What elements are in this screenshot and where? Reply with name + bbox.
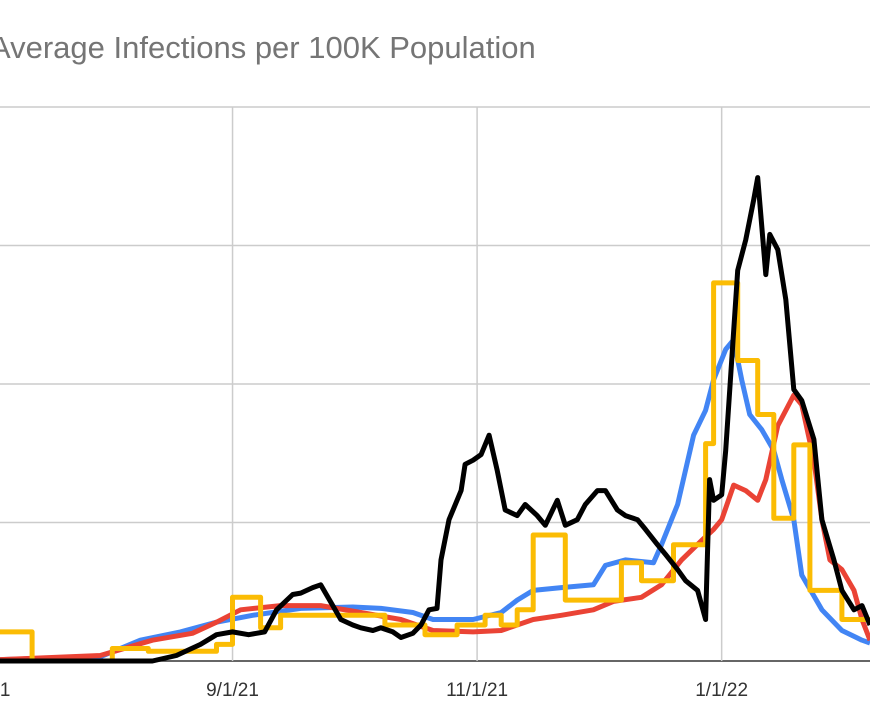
series-line-2 — [0, 280, 870, 664]
x-tick-label: 11/1/21 — [446, 680, 508, 701]
chart-title: Average Infections per 100K Population — [0, 30, 536, 65]
x-tick-label: 9/1/21 — [206, 680, 259, 701]
series-line-3 — [0, 175, 870, 664]
x-axis-ticks: 7/1/21 9/1/21 11/1/21 1/1/22 — [0, 680, 748, 701]
series-line-0 — [0, 337, 870, 663]
gridlines — [0, 106, 870, 662]
x-tick-label: 1/1/22 — [695, 680, 748, 701]
series-lines — [0, 175, 870, 664]
x-tick-label: 7/1/21 — [0, 680, 10, 701]
